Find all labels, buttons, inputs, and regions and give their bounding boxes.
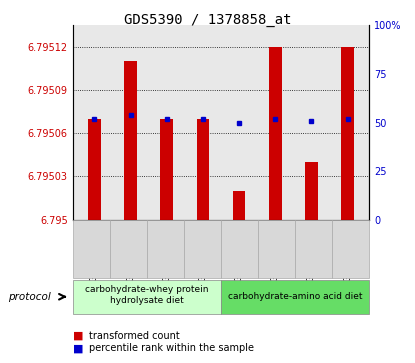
Bar xyxy=(160,119,173,220)
Text: carbohydrate-amino acid diet: carbohydrate-amino acid diet xyxy=(228,292,362,301)
Text: protocol: protocol xyxy=(8,292,51,302)
Text: percentile rank within the sample: percentile rank within the sample xyxy=(89,343,254,354)
Bar xyxy=(124,61,137,220)
Text: ■: ■ xyxy=(73,343,83,354)
Bar xyxy=(341,47,354,220)
Text: GDS5390 / 1378858_at: GDS5390 / 1378858_at xyxy=(124,13,291,27)
Bar xyxy=(233,191,245,220)
Bar xyxy=(269,47,282,220)
Bar xyxy=(305,162,318,220)
Bar xyxy=(197,119,209,220)
Bar xyxy=(88,119,101,220)
Text: transformed count: transformed count xyxy=(89,331,180,341)
Text: ■: ■ xyxy=(73,331,83,341)
Text: carbohydrate-whey protein
hydrolysate diet: carbohydrate-whey protein hydrolysate di… xyxy=(85,285,209,305)
